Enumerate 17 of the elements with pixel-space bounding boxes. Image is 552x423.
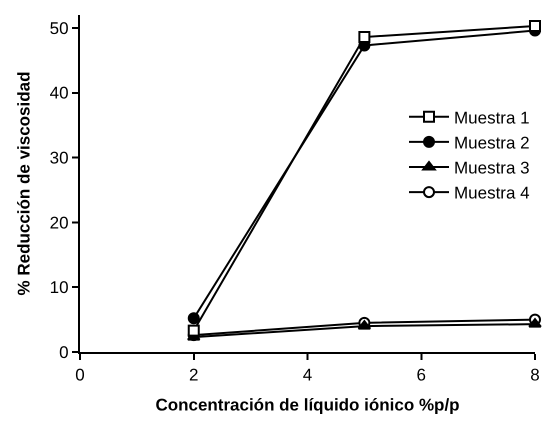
legend-label: Muestra 2 <box>454 134 530 153</box>
y-tick-label: 40 <box>50 84 69 103</box>
y-tick-label: 50 <box>50 18 69 38</box>
x-tick-label: 6 <box>416 365 426 384</box>
x-tick-label: 4 <box>302 365 312 384</box>
legend-label: Muestra 3 <box>454 158 530 178</box>
x-tick-label: 2 <box>189 365 198 384</box>
x-tick-label: 8 <box>530 365 540 384</box>
y-tick-label: 0 <box>59 342 69 362</box>
y-tick-label: 30 <box>50 148 69 168</box>
x-axis-title: Concentración de líquido iónico %p/p <box>155 395 460 414</box>
y-tick-label: 10 <box>50 278 69 298</box>
y-tick-label: 20 <box>50 213 69 232</box>
legend-label: Muestra 1 <box>454 108 530 128</box>
y-axis-title: % Reducción de viscosidad <box>14 72 34 296</box>
x-tick-label: 0 <box>75 365 85 384</box>
legend-label: Muestra 4 <box>454 184 530 203</box>
